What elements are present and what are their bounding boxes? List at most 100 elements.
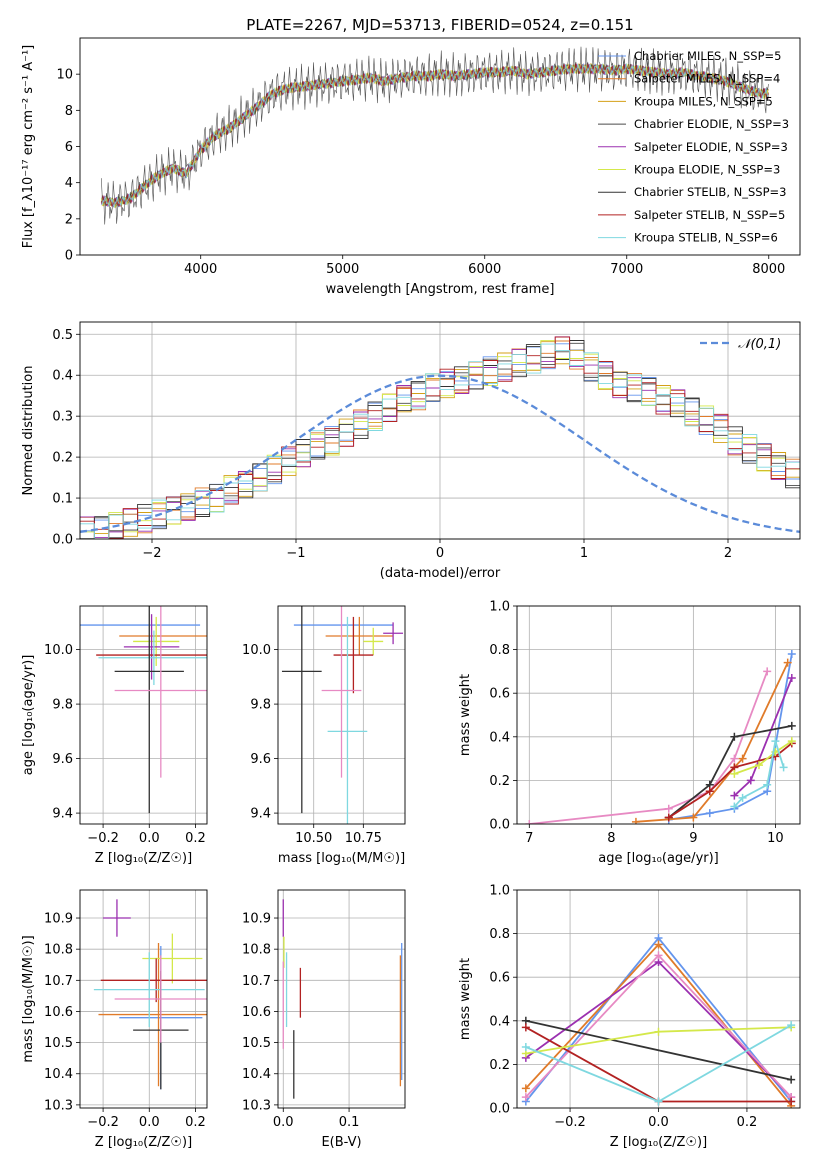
axes-frame (277, 889, 406, 1109)
y-tick-label-0: 0.0 (489, 1102, 510, 1117)
plot-area (80, 606, 207, 814)
panel-age-vs-mass: 10.50 10.75 9.4 9.6 9.8 10.0 mass [log₁₀(M/M☉)… (242, 605, 406, 866)
plot-area (93, 899, 207, 1090)
figure-title: PLATE=2267, MJD=53713, FIBERID=0524, z=0… (246, 16, 633, 34)
weight-marker-2-0 (631, 817, 640, 824)
x-axis-label: age [log₁₀(age/yr)] (598, 851, 719, 866)
y-tick-label-0: 10.3 (242, 1098, 271, 1113)
y-tick-label-2: 10.5 (242, 1036, 271, 1051)
y-tick-label-0: 0.0 (52, 533, 73, 548)
histogram-step-8 (80, 343, 800, 539)
weight-line-4 (525, 1019, 792, 1081)
y-axis-label: mass weight (458, 958, 473, 1040)
axes-frame (79, 605, 208, 825)
spectrum-line-6 (101, 46, 769, 225)
x-tick-label-1: 10.75 (345, 831, 382, 846)
weight-line-4 (668, 725, 792, 819)
y-tick-label-2: 0.4 (489, 1014, 510, 1029)
y-tick-label-3: 10.0 (242, 643, 271, 658)
y-tick-label-0: 0.0 (489, 818, 510, 833)
y-tick-label-1: 10.4 (242, 1067, 271, 1082)
x-tick-label-2: 0.2 (185, 1115, 206, 1130)
x-tick-label-3: 10 (767, 831, 784, 846)
plot-area (80, 336, 800, 539)
x-tick-label-0: −2 (142, 546, 161, 561)
y-tick-label-4: 0.8 (489, 927, 510, 942)
weight-marker-4-2 (730, 732, 739, 741)
y-tick-label-5: 1.0 (489, 600, 510, 615)
y-tick-label-6: 10.9 (242, 912, 271, 927)
x-tick-label-2: 9 (689, 831, 697, 846)
axes-frame (79, 321, 801, 540)
y-tick-label-2: 9.8 (52, 698, 73, 713)
legend-label-0: Chabrier MILES, N_SSP=5 (634, 49, 781, 63)
x-tick-label-3: 7000 (610, 262, 643, 277)
x-tick-label-1: 0.0 (139, 1115, 160, 1130)
legend-label-1: Salpeter MILES, N_SSP=4 (634, 72, 780, 86)
weight-marker-7-2 (787, 1021, 796, 1030)
y-tick-label-3: 0.3 (52, 410, 73, 425)
x-tick-label-2: 0.2 (737, 1115, 758, 1130)
legend-label-8: Kroupa STELIB, N_SSP=6 (634, 231, 778, 245)
legend-label-5: Kroupa ELODIE, N_SSP=3 (634, 163, 780, 177)
x-tick-label-0: −0.2 (87, 1115, 119, 1130)
x-tick-label-4: 2 (724, 546, 732, 561)
weight-marker-2-4 (783, 658, 792, 667)
weight-marker-5-2 (787, 1097, 796, 1106)
x-tick-label-1: 0.0 (139, 831, 160, 846)
x-axis-label: wavelength [Angstrom, rest frame] (326, 282, 555, 297)
weight-marker-7-0 (730, 802, 739, 811)
weight-line-0 (529, 671, 769, 824)
y-tick-label-1: 2 (65, 212, 73, 227)
y-tick-label-1: 10.4 (44, 1067, 73, 1082)
weight-marker-4-1 (787, 1075, 796, 1084)
weight-line-2 (635, 662, 789, 823)
x-tick-label-1: 5000 (326, 262, 359, 277)
y-axis-label: mass weight (458, 674, 473, 756)
y-tick-label-2: 4 (65, 176, 73, 191)
y-tick-label-4: 8 (65, 104, 73, 119)
weight-marker-0-1 (664, 804, 673, 813)
weight-marker-2-3 (738, 754, 747, 763)
weight-marker-5-1 (705, 787, 714, 796)
legend-label-4: Salpeter ELODIE, N_SSP=3 (634, 140, 788, 154)
x-axis-label: E(B-V) (321, 1135, 361, 1150)
panel-mass-weight-vs-age: 7 8 9 10 0.0 0.2 0.4 0.6 0.8 1.0 age [log₁₀(age/yr… (458, 600, 801, 866)
x-tick-label-0: −0.2 (87, 831, 119, 846)
x-axis-label: Z [log₁₀(Z/Z☉)] (610, 1135, 707, 1150)
y-tick-label-4: 0.8 (489, 643, 510, 658)
y-tick-label-0: 10.3 (44, 1098, 73, 1113)
x-axis-label: mass [log₁₀(M/M☉)] (278, 851, 405, 866)
y-tick-label-3: 10.6 (44, 1005, 73, 1020)
histogram-step-5 (80, 340, 800, 539)
legend-label-7: Salpeter STELIB, N_SSP=5 (634, 208, 785, 222)
y-tick-label-0: 9.4 (250, 807, 271, 822)
y-tick-label-4: 0.4 (52, 369, 73, 384)
plot-area (525, 649, 796, 824)
weight-marker-0-0 (525, 820, 534, 824)
weight-marker-6-3 (787, 737, 796, 746)
plot-area (100, 46, 769, 225)
weight-marker-7-2 (763, 780, 772, 789)
weight-marker-3-1 (654, 951, 663, 960)
histogram-step-7 (80, 336, 800, 539)
weight-marker-7-0 (521, 1042, 530, 1051)
weight-marker-1-1 (705, 809, 714, 818)
y-tick-label-5: 10.8 (44, 943, 73, 958)
x-axis-label: Z [log₁₀(Z/Z☉)] (95, 1135, 192, 1150)
weight-marker-1-1 (654, 940, 663, 949)
y-tick-label-2: 0.2 (52, 451, 73, 466)
x-tick-label-1: 0.1 (339, 1115, 360, 1130)
axes-frame (516, 605, 801, 825)
y-tick-label-5: 0.5 (52, 328, 73, 343)
histogram-step-6 (80, 340, 800, 539)
histogram-step-4 (80, 336, 800, 538)
y-axis-label: age [log₁₀(age/yr)] (21, 655, 36, 776)
y-tick-label-3: 6 (65, 140, 73, 155)
x-tick-label-0: 7 (525, 831, 533, 846)
x-axis-label: (data-model)/error (380, 566, 501, 581)
x-tick-label-0: 0.0 (273, 1115, 294, 1130)
y-tick-label-5: 10 (56, 68, 73, 83)
y-tick-label-1: 9.6 (52, 752, 73, 767)
